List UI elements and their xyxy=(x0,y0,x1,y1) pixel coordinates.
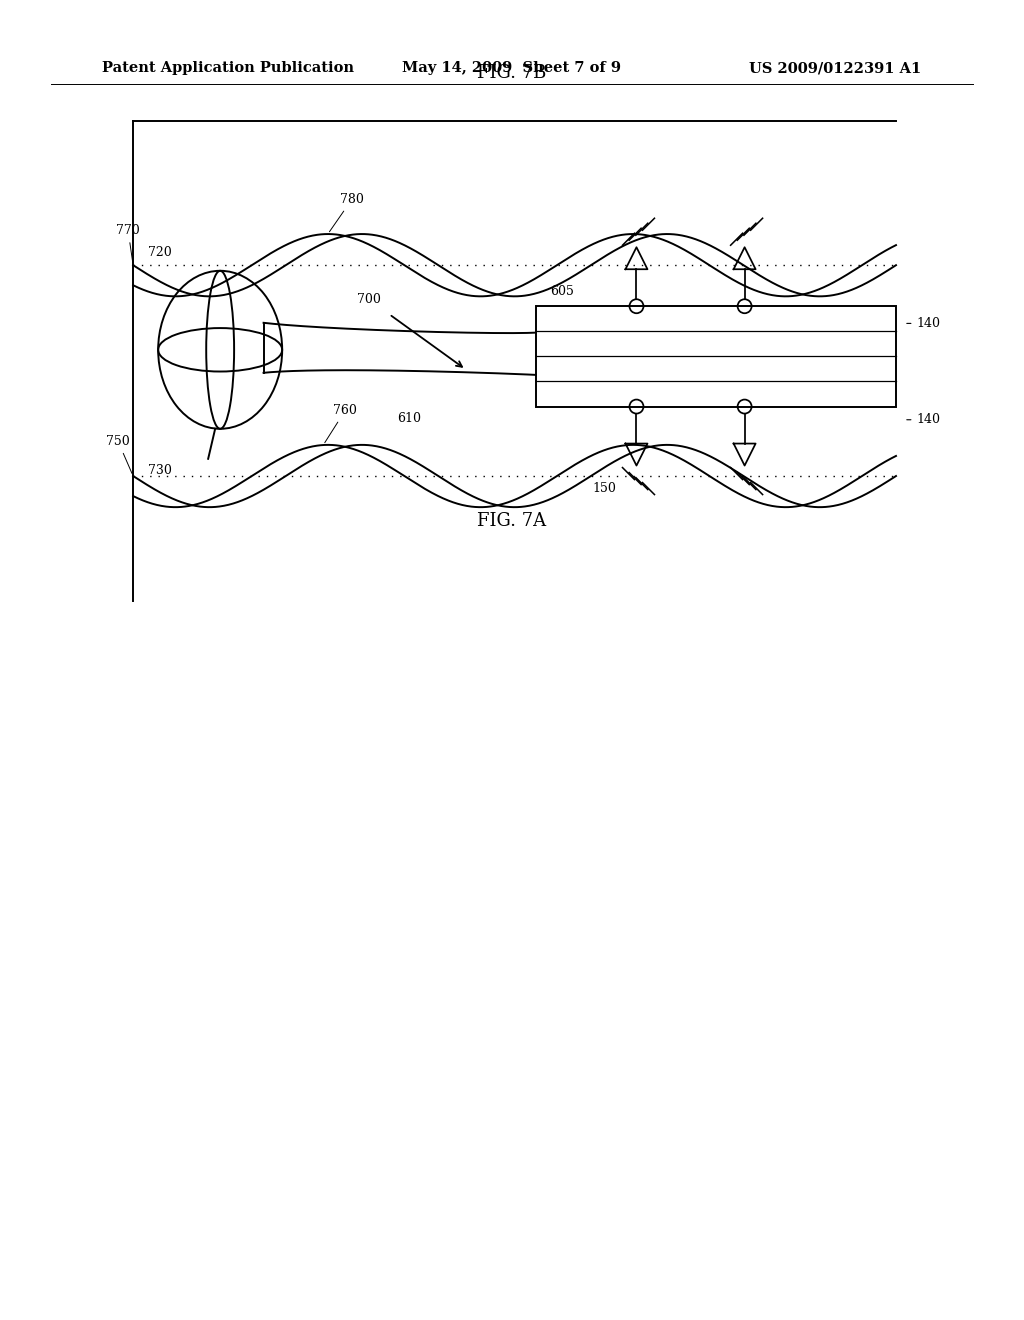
Text: 770: 770 xyxy=(117,224,140,263)
Text: 760: 760 xyxy=(325,404,357,442)
Text: FIG. 7B: FIG. 7B xyxy=(477,63,547,82)
Text: 720: 720 xyxy=(148,246,172,259)
Text: 700: 700 xyxy=(357,293,381,306)
Text: May 14, 2009  Sheet 7 of 9: May 14, 2009 Sheet 7 of 9 xyxy=(402,61,622,75)
Bar xyxy=(536,306,896,407)
Text: 150: 150 xyxy=(593,482,616,495)
Text: US 2009/0122391 A1: US 2009/0122391 A1 xyxy=(750,61,922,75)
Text: Patent Application Publication: Patent Application Publication xyxy=(102,61,354,75)
Text: 605: 605 xyxy=(551,285,574,298)
Text: 140: 140 xyxy=(907,413,940,426)
Text: 140: 140 xyxy=(907,317,940,330)
Text: 780: 780 xyxy=(330,193,364,232)
Text: FIG. 7A: FIG. 7A xyxy=(477,512,547,531)
Text: 750: 750 xyxy=(106,436,132,474)
Text: 730: 730 xyxy=(148,463,172,477)
Text: 610: 610 xyxy=(397,412,422,425)
